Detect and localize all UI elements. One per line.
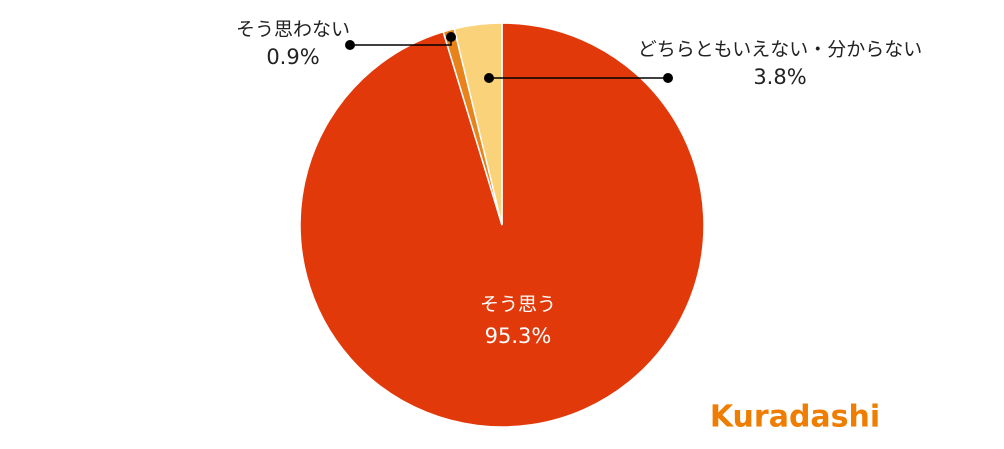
slice-value: 0.9% bbox=[266, 45, 319, 69]
leader-dot bbox=[345, 40, 355, 50]
leader-dot bbox=[484, 73, 494, 83]
slice-value: 3.8% bbox=[753, 65, 806, 89]
slice-label: どちらともいえない・分からない bbox=[638, 39, 923, 61]
leader-dot bbox=[446, 32, 456, 42]
slice-label: そう思う bbox=[480, 294, 556, 316]
slice-label: そう思わない bbox=[236, 19, 350, 41]
leader-dot bbox=[663, 73, 673, 83]
logo: Kuradashi bbox=[710, 400, 880, 435]
slice-value: 95.3% bbox=[485, 324, 552, 348]
